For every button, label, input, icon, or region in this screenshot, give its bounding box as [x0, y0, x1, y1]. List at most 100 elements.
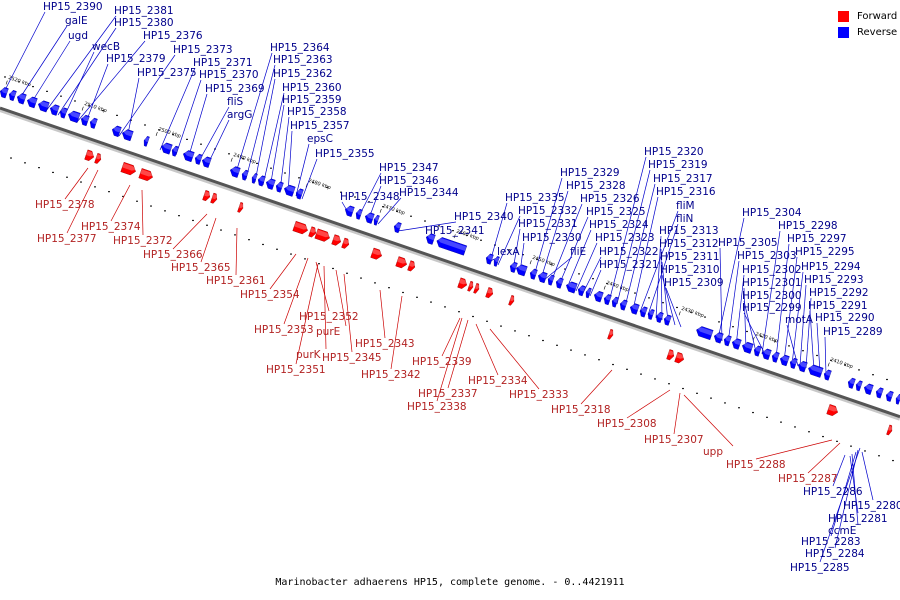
forward-gene-label: HP15_2345 [322, 352, 382, 364]
reverse-gene [16, 93, 27, 105]
reverse-leader-line [295, 143, 310, 197]
minor-tick [60, 95, 62, 97]
reverse-gene [8, 90, 17, 102]
reverse-gene-label: HP15_2360 [282, 82, 342, 94]
gene-arrow-highlight [258, 176, 266, 182]
forward-leader-line [335, 269, 347, 327]
reverse-leader-line [175, 79, 202, 156]
minor-tick [74, 100, 76, 102]
reverse-gene [80, 114, 90, 127]
minor-tick [486, 320, 488, 322]
minor-tick [584, 354, 586, 356]
gene-arrow-highlight [144, 137, 150, 143]
gene-arrow-body [94, 152, 102, 164]
reverse-leader-line [832, 454, 846, 487]
scale-tick-mark [379, 208, 382, 213]
forward-leader-line [323, 265, 327, 350]
gene-arrow-body [16, 93, 27, 105]
scale-tick-mark [155, 131, 158, 136]
gene-arrow-highlight [468, 282, 474, 288]
minor-tick [612, 363, 614, 366]
gene-arrow-body [344, 205, 355, 217]
reverse-leader-line [849, 455, 859, 514]
gene-arrow-highlight [122, 130, 134, 137]
forward-leader-line [580, 369, 613, 405]
forward-gene [457, 277, 468, 289]
scale-tick: 2430 kbp [678, 306, 705, 319]
reverse-gene [275, 181, 284, 193]
gene-arrow-highlight [90, 118, 98, 125]
reverse-gene [619, 299, 628, 311]
reverse-gene-label: HP15_2281 [828, 513, 888, 525]
scale-tick-label: 2440 kbp [605, 280, 629, 293]
forward-leader-line [295, 263, 319, 365]
reverse-gene-label: HP15_2375 [137, 67, 197, 79]
minor-tick [886, 378, 888, 381]
gene-arrow-body [485, 253, 494, 265]
gene-arrow-highlight [437, 238, 467, 251]
forward-leader-line [64, 167, 89, 200]
reverse-gene [808, 364, 824, 378]
minor-tick [550, 263, 552, 265]
minor-tick [206, 224, 208, 226]
gene-arrow-body [295, 188, 304, 200]
gene-arrow-highlight [276, 182, 284, 189]
forward-leader-line [379, 289, 386, 339]
gene-arrow-body [161, 142, 173, 155]
reverse-gene [753, 345, 762, 357]
reverse-gene-label: HP15_2312 [659, 238, 719, 250]
gene-arrow-body [341, 237, 350, 249]
gene-arrow-highlight [487, 288, 494, 294]
forward-gene-label: HP15_2337 [418, 388, 478, 400]
reverse-gene [364, 212, 375, 224]
forward-gene [485, 287, 494, 299]
minor-tick [410, 215, 412, 217]
gene-arrow-body [863, 383, 874, 396]
reverse-gene-label: HP15_2322 [599, 246, 659, 258]
forward-gene-label: HP15_2287 [778, 473, 838, 485]
reverse-gene [59, 107, 68, 119]
scale-tick: 2420 kbp [752, 331, 779, 345]
reverse-gene [742, 341, 754, 354]
gene-arrow-highlight [0, 88, 9, 94]
gene-arrow-body [723, 335, 732, 347]
reverse-gene-label: HP15_2379 [106, 53, 166, 65]
minor-tick [668, 383, 670, 385]
minor-tick [766, 416, 768, 418]
gene-arrow-highlight [876, 388, 884, 394]
minor-tick [788, 345, 790, 347]
gene-arrow-highlight [772, 352, 780, 359]
reverse-gene [436, 237, 468, 256]
reverse-gene-label: HP15_2323 [595, 232, 655, 244]
forward-gene-label: HP15_2338 [407, 401, 467, 413]
reverse-gene [566, 281, 578, 294]
minor-tick [318, 263, 320, 265]
gene-arrow-highlight [195, 154, 203, 161]
reverse-leader-line [608, 156, 647, 303]
gene-arrow-body [713, 332, 724, 344]
gene-arrow-highlight [864, 384, 874, 391]
forward-leader-line [235, 227, 238, 276]
reverse-gene-label: motA [785, 314, 814, 326]
gene-arrow-highlight [252, 174, 258, 180]
gene-arrow-body [508, 294, 515, 306]
forward-leader-line [673, 392, 681, 435]
gene-arrow-body [68, 110, 81, 123]
forward-gene [826, 404, 839, 416]
gene-arrow-highlight [140, 169, 154, 177]
reverse-gene-label: argG [227, 109, 252, 121]
scale-tick-label: 2430 kbp [680, 306, 704, 319]
minor-tick [388, 287, 390, 289]
minor-tick [472, 315, 474, 318]
minor-tick [360, 277, 362, 279]
gene-arrow-highlight [296, 189, 304, 195]
gene-arrow-body [593, 291, 604, 303]
reverse-gene-label: HP15_2299 [742, 302, 802, 314]
reverse-gene-label: HP15_2357 [290, 120, 350, 132]
scale-tick-mark [827, 362, 830, 367]
forward-gene-label: HP15_2343 [355, 338, 415, 350]
reverse-gene-label: fliM [676, 200, 695, 212]
reverse-leader-line [17, 25, 68, 102]
reverse-leader-line [819, 447, 861, 563]
